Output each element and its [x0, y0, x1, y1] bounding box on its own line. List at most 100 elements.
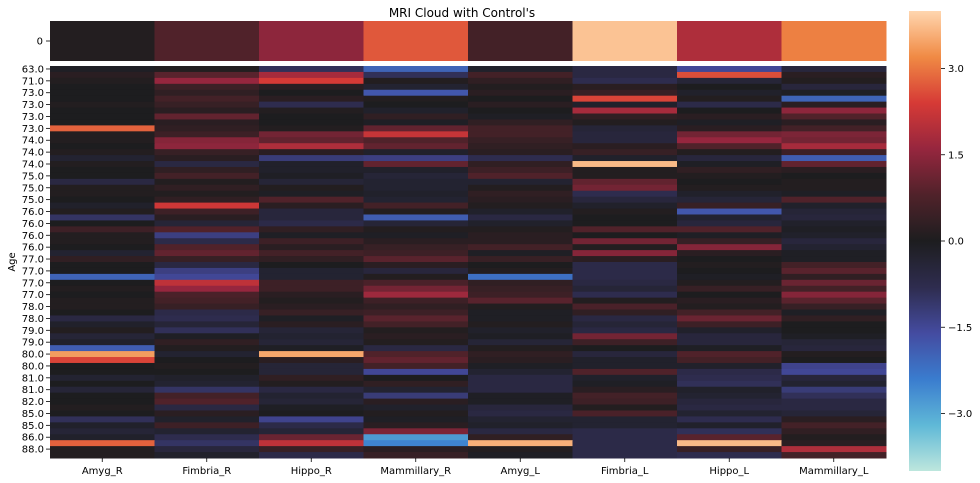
heat-cell: [468, 250, 573, 257]
heat-cell: [781, 196, 887, 204]
y-tick-label: 81.0: [22, 373, 44, 384]
heat-cell: [781, 172, 887, 180]
heat-cell: [572, 285, 678, 293]
heat-cell: [50, 362, 155, 370]
heat-cell: [677, 125, 782, 132]
heat-cell: [677, 446, 782, 453]
heat-cell: [50, 410, 155, 417]
heat-cell: [677, 66, 782, 73]
heat-cell: [363, 256, 469, 263]
heat-cell: [572, 95, 678, 103]
heat-cell: [781, 184, 887, 192]
heat-cell: [363, 107, 469, 115]
heat-cell: [259, 392, 364, 400]
heat-cell: [363, 101, 469, 109]
heat-cell: [677, 244, 782, 251]
heat-cell: [363, 357, 469, 364]
heat-cell: [363, 315, 469, 322]
heat-cell: [259, 161, 364, 168]
heat-cell: [572, 368, 678, 376]
heat-cell: [363, 143, 469, 150]
heat-cell: [154, 262, 260, 269]
heat-cell: [781, 333, 887, 340]
y-tick-label: 74.0: [22, 136, 44, 147]
heat-cell: [781, 392, 887, 400]
heat-cell: [363, 368, 469, 376]
heat-cell: [363, 161, 469, 168]
heat-cell: [259, 267, 364, 275]
x-tick-label: Hippo_L: [709, 466, 749, 477]
heat-cell: [677, 297, 782, 305]
heat-cell: [572, 178, 678, 186]
heat-cell: [154, 107, 260, 115]
heat-cell: [363, 267, 469, 275]
heat-cell: [677, 107, 782, 115]
heat-cell: [363, 131, 469, 138]
heat-cell: [363, 155, 469, 162]
heat-cell: [259, 226, 364, 233]
heat-cell: [259, 107, 364, 115]
heat-cell: [572, 83, 678, 91]
heat-cell: [572, 250, 678, 257]
heat-cell: [781, 178, 887, 186]
heat-cell: [781, 279, 887, 287]
heat-cell: [572, 244, 678, 251]
heat-cell: [154, 202, 260, 210]
colorbar-ticks: 3.0 1.5 0.0 −1.5 −3.0: [941, 64, 972, 420]
heat-cell: [677, 374, 782, 382]
heat-cell: [154, 386, 260, 394]
heat-cell: [259, 250, 364, 257]
heat-cell: [154, 351, 260, 358]
heat-cell: [468, 95, 573, 103]
heat-cell: [363, 404, 469, 411]
heat-cell: [468, 440, 573, 447]
heat-cell: [572, 422, 678, 429]
heat-cell: [677, 285, 782, 293]
heat-cell: [259, 416, 364, 423]
heat-cell: [781, 422, 887, 429]
heat-cell: [363, 440, 469, 447]
x-tick-label: Mammillary_R: [380, 466, 451, 477]
heat-cell: [363, 244, 469, 251]
heat-cell: [50, 83, 155, 91]
heat-cell: [259, 77, 364, 85]
heat-cell: [154, 452, 260, 459]
heat-cell: [677, 422, 782, 429]
x-tick-label: Fimbria_L: [601, 466, 649, 477]
heat-cell: [154, 327, 260, 334]
heat-cell: [781, 452, 887, 459]
heat-cell: [50, 172, 155, 180]
heat-cell: [259, 89, 364, 97]
main-heatmap: [50, 66, 887, 459]
heat-cell: [468, 315, 573, 322]
heat-cell: [50, 285, 155, 293]
heat-cell: [677, 250, 782, 257]
heat-cell: [781, 262, 887, 269]
heat-cell: [363, 392, 469, 400]
y-tick-label: 77.0: [22, 278, 44, 289]
heat-cell: [572, 190, 678, 198]
heat-cell: [677, 291, 782, 299]
heat-cell: [572, 416, 678, 423]
y-tick-label: 82.0: [22, 397, 44, 408]
heat-cell: [468, 226, 573, 233]
heat-cell: [677, 351, 782, 358]
heat-cell: [781, 297, 887, 305]
heat-cell: [50, 434, 155, 441]
heat-cell: [363, 416, 469, 423]
heat-cell: [363, 250, 469, 257]
heat-cell: [572, 232, 678, 239]
heat-cell: [572, 131, 678, 138]
heat-cell: [572, 297, 678, 305]
heat-cell: [259, 71, 364, 79]
heat-cell: [259, 155, 364, 162]
heat-cell: [468, 303, 573, 311]
heat-cell: [259, 119, 364, 126]
heat-cell: [259, 428, 364, 435]
heat-cell: [468, 83, 573, 91]
heat-cell: [572, 137, 678, 144]
colorbar-tick-label: −3.0: [948, 409, 972, 420]
heat-cell: [572, 196, 678, 204]
heat-cell: [468, 238, 573, 245]
heat-cell: [154, 380, 260, 388]
